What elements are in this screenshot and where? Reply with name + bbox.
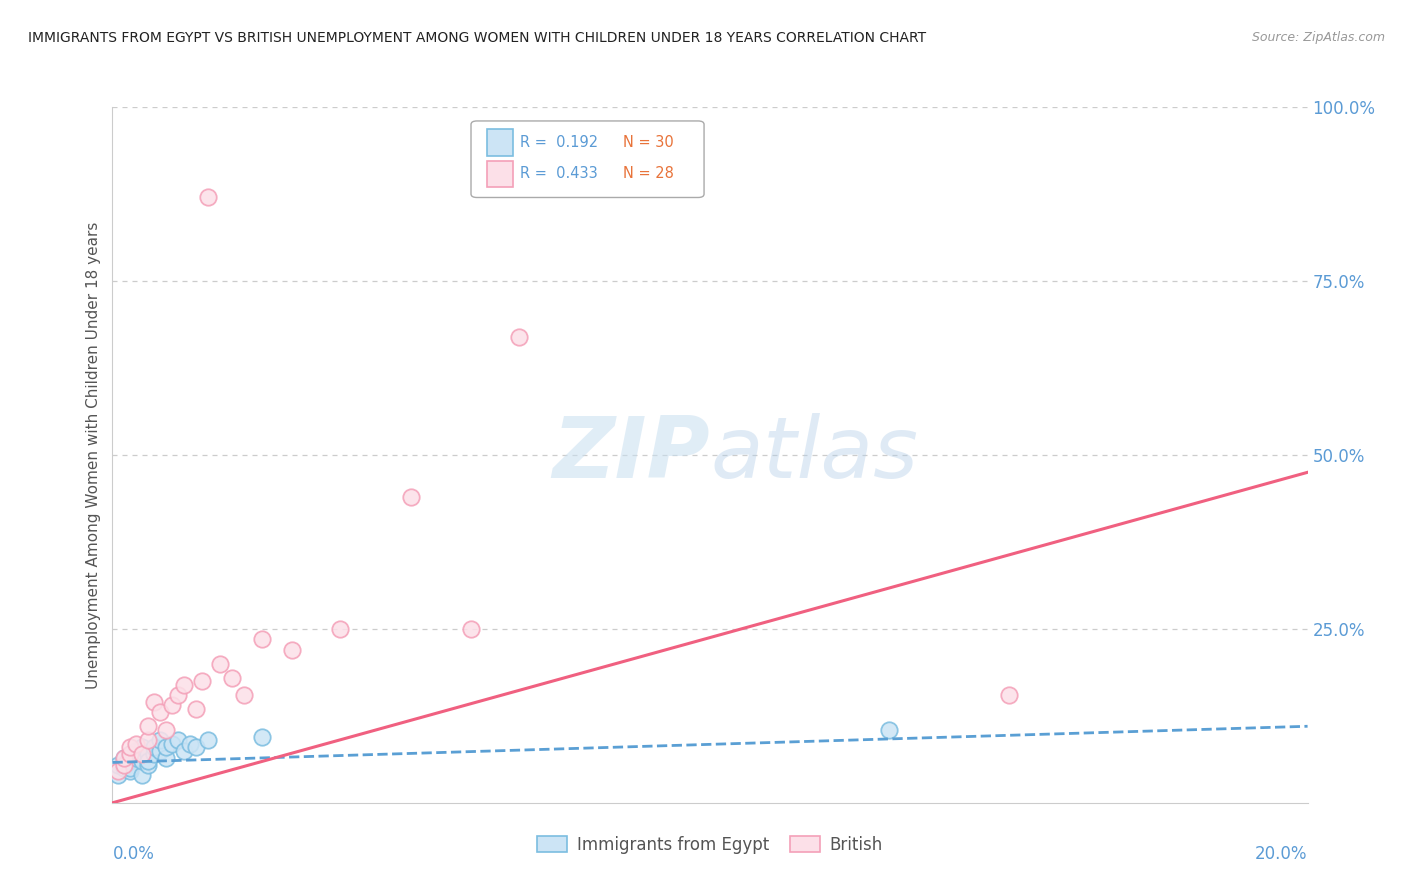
Point (209, 657, 232, 671)
Text: N = 28: N = 28 (623, 166, 673, 181)
Point (281, 642, 304, 657)
Point (233, 688, 256, 702)
Point (114, 757, 135, 772)
Point (143, 740, 166, 755)
Point (401, 490, 423, 504)
Point (155, 750, 177, 764)
Point (191, 674, 214, 689)
Point (173, 744, 195, 758)
Point (143, 695, 166, 709)
Point (114, 750, 135, 764)
Point (120, 747, 142, 761)
Point (149, 744, 172, 758)
Text: ZIP: ZIP (553, 413, 710, 497)
Text: N = 30: N = 30 (623, 135, 673, 150)
Point (197, 733, 219, 747)
Point (107, 764, 129, 779)
Text: 20.0%: 20.0% (1256, 845, 1308, 863)
Point (329, 622, 352, 636)
Point (197, 190, 219, 204)
Point (162, 698, 183, 713)
Text: 0.0%: 0.0% (112, 845, 155, 863)
Point (125, 744, 148, 758)
Point (120, 764, 142, 779)
Point (879, 723, 901, 737)
Point (131, 747, 153, 761)
Text: R =  0.192: R = 0.192 (520, 135, 598, 150)
Point (221, 671, 243, 685)
Point (173, 677, 195, 691)
Point (508, 329, 530, 343)
Point (131, 754, 153, 768)
Point (114, 750, 135, 764)
Point (155, 723, 177, 737)
Point (138, 754, 160, 768)
Point (155, 740, 177, 755)
Point (114, 761, 135, 775)
Point (131, 768, 153, 782)
Point (125, 737, 148, 751)
Point (998, 688, 1021, 702)
Point (131, 740, 153, 755)
FancyBboxPatch shape (486, 161, 513, 187)
Point (138, 747, 160, 761)
Point (143, 747, 166, 761)
Point (120, 761, 142, 775)
Point (107, 757, 129, 772)
Point (186, 740, 208, 755)
Y-axis label: Unemployment Among Women with Children Under 18 years: Unemployment Among Women with Children U… (86, 221, 101, 689)
FancyBboxPatch shape (486, 129, 513, 156)
Point (250, 632, 273, 647)
Point (250, 730, 273, 744)
Point (186, 702, 208, 716)
Text: Source: ZipAtlas.com: Source: ZipAtlas.com (1251, 31, 1385, 45)
Point (120, 747, 142, 761)
Point (138, 733, 160, 747)
Point (167, 688, 190, 702)
Point (167, 733, 190, 747)
Legend: Immigrants from Egypt, British: Immigrants from Egypt, British (530, 830, 890, 861)
Point (125, 750, 148, 764)
Point (138, 757, 160, 772)
Point (138, 719, 160, 733)
Point (162, 737, 183, 751)
Point (120, 754, 142, 768)
Point (149, 733, 172, 747)
Point (107, 768, 129, 782)
FancyBboxPatch shape (471, 121, 704, 197)
Point (120, 740, 142, 755)
Point (179, 737, 201, 751)
Text: atlas: atlas (710, 413, 918, 497)
Text: IMMIGRANTS FROM EGYPT VS BRITISH UNEMPLOYMENT AMONG WOMEN WITH CHILDREN UNDER 18: IMMIGRANTS FROM EGYPT VS BRITISH UNEMPLO… (28, 31, 927, 45)
Point (149, 706, 172, 720)
Text: R =  0.433: R = 0.433 (520, 166, 598, 181)
Point (460, 622, 482, 636)
